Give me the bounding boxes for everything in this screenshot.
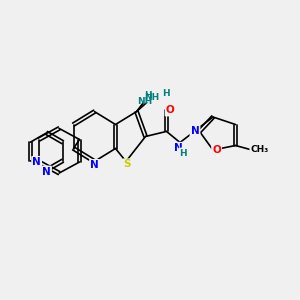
Text: H: H [179,148,187,158]
Text: NH: NH [144,93,159,102]
Text: H: H [162,88,170,98]
Text: H: H [144,92,152,100]
Text: N: N [32,157,41,167]
Text: N: N [90,160,99,170]
Text: NH: NH [137,98,152,106]
Text: N: N [190,126,200,136]
Text: S: S [124,159,131,170]
Text: O: O [212,145,221,155]
Text: N: N [174,143,183,153]
Text: CH₃: CH₃ [250,146,268,154]
Text: N: N [42,167,51,177]
Text: O: O [166,105,175,116]
